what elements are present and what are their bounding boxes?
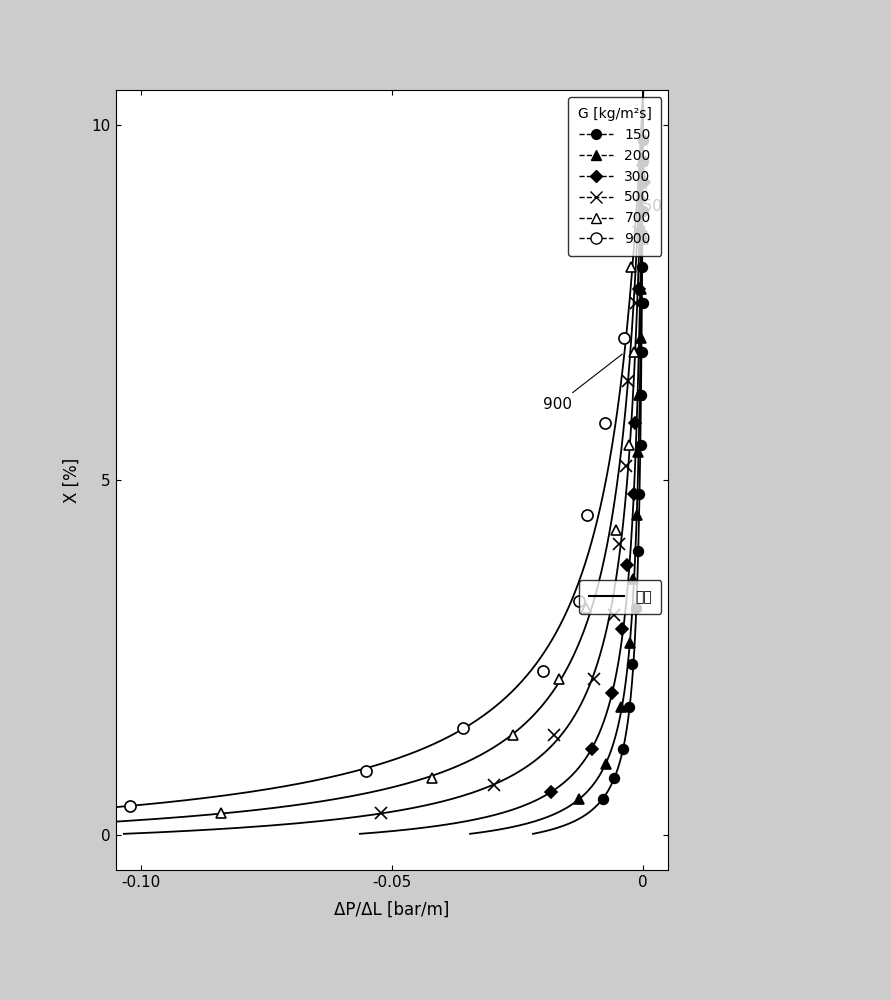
Legend: 预测: 预测	[579, 580, 661, 614]
Y-axis label: X [%]: X [%]	[62, 457, 80, 503]
X-axis label: ΔP/ΔL [bar/m]: ΔP/ΔL [bar/m]	[334, 901, 450, 919]
Text: 900: 900	[543, 354, 622, 412]
Text: 150: 150	[634, 157, 662, 214]
